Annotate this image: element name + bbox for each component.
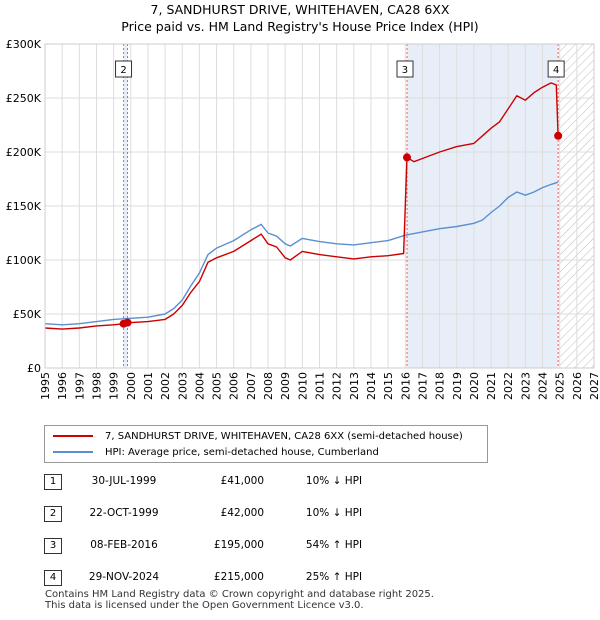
footer-attribution: Contains HM Land Registry data © Crown c… [45,589,434,611]
plot-border [44,43,595,369]
transaction-hpi: 10% ↓ HPI [305,475,363,487]
x-tick-label: 1999 [108,372,121,400]
transaction-date: 22-OCT-1999 [89,507,159,519]
y-tick-label: £50K [13,308,42,321]
y-tick-label: £150K [6,200,42,213]
legend-item-hpi: HPI: Average price, semi-detached house,… [53,445,379,459]
table-row: 1 30-JUL-1999 £41,000 10% ↓ HPI [44,473,444,491]
transaction-number: 2 [44,506,62,522]
x-tick-label: 2002 [159,372,172,400]
footer-line-1: Contains HM Land Registry data © Crown c… [45,589,434,600]
x-tick-label: 2012 [331,372,344,400]
x-tick-label: 2004 [193,372,206,400]
marker-number: 3 [402,65,408,76]
legend-property-swatch [53,435,93,437]
y-tick-label: £250K [6,92,42,105]
transaction-number: 1 [44,474,62,490]
table-row: 2 22-OCT-1999 £42,000 10% ↓ HPI [44,505,444,523]
x-tick-label: 2001 [142,372,155,400]
x-tick-label: 2015 [382,372,395,400]
legend-item-property: 7, SANDHURST DRIVE, WHITEHAVEN, CA28 6XX… [53,429,463,443]
transaction-hpi: 25% ↑ HPI [305,571,363,583]
x-tick-label: 2008 [262,372,275,400]
price-chart: £0 £50K £100K £150K £200K £250K £300K 1995 1996 1… [6,38,600,400]
chart-subtitle: Price paid vs. HM Land Registry's House … [121,19,479,34]
marker-box [396,60,414,78]
transaction-price: £42,000 [220,507,264,519]
x-tick-label: 2014 [365,372,378,400]
x-tick-label: 2016 [399,372,412,400]
x-tick-label: 2017 [416,372,429,400]
transaction-price: £215,000 [213,571,264,583]
x-tick-label: 2019 [451,372,464,400]
x-tick-label: 2021 [485,372,498,400]
x-tick-label: 2027 [588,372,600,400]
transaction-hpi: 10% ↓ HPI [305,507,363,519]
x-tick-label: 1995 [39,372,52,400]
legend-property-label: 7, SANDHURST DRIVE, WHITEHAVEN, CA28 6XX… [105,430,463,442]
transaction-date: 08-FEB-2016 [90,539,158,551]
x-tick-label: 1998 [90,372,103,400]
marker-label-3: 3 [396,60,414,78]
x-tick-label: 2024 [537,372,550,400]
transaction-number: 4 [44,570,62,586]
x-tick-label: 2013 [348,372,361,400]
hpi-line [44,181,559,326]
sale-point [554,131,563,140]
table-row: 3 08-FEB-2016 £195,000 54% ↑ HPI [44,537,444,555]
table-row: 4 29-NOV-2024 £215,000 25% ↑ HPI [44,569,444,587]
legend-hpi-label: HPI: Average price, semi-detached house,… [105,446,379,458]
y-tick-label: £0 [27,362,41,375]
x-tick-label: 2025 [554,372,567,400]
y-tick-label: £100K [6,254,42,267]
x-tick-label: 2009 [279,372,292,400]
transaction-price: £195,000 [213,539,264,551]
marker-label-2: 2 [115,60,133,78]
transaction-date: 30-JUL-1999 [91,475,157,487]
marker-box [547,60,565,78]
marker-box [115,60,133,78]
x-tick-label: 2011 [314,372,327,400]
chart-legend: 7, SANDHURST DRIVE, WHITEHAVEN, CA28 6XX… [44,425,488,463]
x-tick-label: 2000 [125,372,138,400]
x-tick-label: 2007 [245,372,258,400]
x-tick-label: 2010 [296,372,309,400]
transaction-price: £41,000 [220,475,264,487]
marker-number: 4 [553,65,559,76]
transaction-number: 3 [44,538,62,554]
x-tick-label: 2022 [502,372,515,400]
x-tick-label: 1996 [56,372,69,400]
marker-number: 2 [120,65,126,76]
legend-hpi-swatch [53,451,93,453]
x-tick-label: 2005 [211,372,224,400]
sale-point [123,318,132,327]
chart-title: 7, SANDHURST DRIVE, WHITEHAVEN, CA28 6XX [150,2,450,17]
property-price-line [44,82,559,330]
footer-line-2: This data is licensed under the Open Gov… [45,600,364,611]
y-tick-label: £200K [6,146,42,159]
y-tick-label: £300K [6,38,42,51]
x-tick-label: 2006 [228,372,241,400]
x-tick-label: 2003 [176,372,189,400]
x-tick-label: 2020 [468,372,481,400]
transaction-hpi: 54% ↑ HPI [305,539,363,551]
x-tick-label: 2026 [571,372,584,400]
x-tick-label: 2023 [519,372,532,400]
sale-point [402,153,411,162]
x-tick-label: 1997 [73,372,86,400]
x-tick-label: 2018 [434,372,447,400]
marker-label-4: 4 [547,60,565,78]
transaction-date: 29-NOV-2024 [88,571,160,583]
